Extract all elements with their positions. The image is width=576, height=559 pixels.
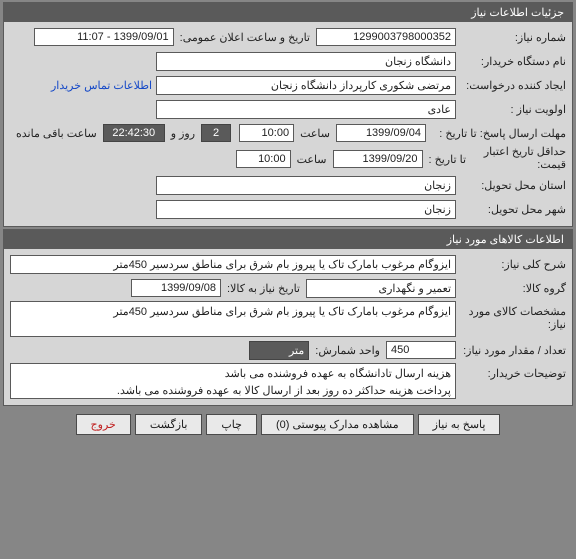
buyer-contact-link[interactable]: اطلاعات تماس خریدار	[47, 79, 156, 92]
days-label: روز و	[165, 127, 201, 140]
validity-time-label: ساعت	[291, 153, 333, 166]
need-date-field: 1399/09/08	[131, 279, 221, 297]
announce-label: تاریخ و ساعت اعلان عمومی:	[174, 31, 316, 44]
need-number-field: 1299003798000352	[316, 28, 456, 46]
deadline-label: مهلت ارسال پاسخ: تا تاریخ :	[426, 127, 566, 140]
validity-label: حداقل تاریخ اعتبار قیمت:	[466, 146, 566, 172]
priority-field: عادی	[156, 100, 456, 119]
need-date-label: تاریخ نیاز به کالا:	[221, 282, 306, 295]
need-number-label: شماره نیاز:	[456, 31, 566, 44]
remaining-label: ساعت باقی مانده	[10, 127, 103, 140]
exit-button[interactable]: خروج	[76, 414, 131, 435]
back-button[interactable]: بازگشت	[135, 414, 203, 435]
need-details-header: جزئیات اطلاعات نیاز	[4, 3, 572, 22]
province-field: زنجان	[156, 176, 456, 195]
creator-field: مرتضی شکوری کارپرداز دانشگاه زنجان	[156, 76, 456, 95]
view-attachments-button[interactable]: مشاهده مدارک پیوستی (0)	[261, 414, 414, 435]
goods-info-header: اطلاعات کالاهای مورد نیاز	[4, 230, 572, 249]
priority-label: اولویت نیاز :	[456, 103, 566, 116]
city-field: زنجان	[156, 200, 456, 219]
buyer-field: دانشگاه زنجان	[156, 52, 456, 71]
province-label: استان محل تحویل:	[456, 179, 566, 192]
group-label: گروه کالا:	[456, 282, 566, 295]
qty-label: تعداد / مقدار مورد نیاز:	[456, 344, 566, 357]
button-bar: پاسخ به نیاز مشاهده مدارک پیوستی (0) چاپ…	[0, 408, 576, 439]
creator-label: ایجاد کننده درخواست:	[456, 79, 566, 92]
unit-label: واحد شمارش:	[309, 344, 386, 357]
city-label: شهر محل تحویل:	[456, 203, 566, 216]
validity-time-field: 10:00	[236, 150, 291, 168]
deadline-time-field: 10:00	[239, 124, 294, 142]
unit-field: متر	[249, 341, 309, 360]
desc-label: شرح کلی نیاز:	[456, 258, 566, 271]
countdown-field: 22:42:30	[103, 124, 165, 142]
need-details-body: شماره نیاز: 1299003798000352 تاریخ و ساع…	[4, 22, 572, 226]
print-button[interactable]: چاپ	[206, 414, 257, 435]
spec-field	[10, 301, 456, 337]
notes-field	[10, 363, 456, 399]
goods-info-panel: اطلاعات کالاهای مورد نیاز شرح کلی نیاز: …	[3, 229, 573, 406]
deadline-time-label: ساعت	[294, 127, 336, 140]
qty-field: 450	[386, 341, 456, 359]
group-field: تعمیر و نگهداری	[306, 279, 456, 298]
buyer-label: نام دستگاه خریدار:	[456, 55, 566, 68]
goods-info-body: شرح کلی نیاز: ایزوگام مرغوب بامارک تاک ی…	[4, 249, 572, 405]
deadline-date-field: 1399/09/04	[336, 124, 426, 142]
notes-label: توضیحات خریدار:	[456, 363, 566, 380]
validity-until-label: تا تاریخ :	[423, 153, 466, 166]
days-remaining-field: 2	[201, 124, 231, 142]
announce-field: 1399/09/01 - 11:07	[34, 28, 174, 46]
desc-field: ایزوگام مرغوب بامارک تاک یا پیروز بام شر…	[10, 255, 456, 274]
validity-date-field: 1399/09/20	[333, 150, 423, 168]
respond-button[interactable]: پاسخ به نیاز	[418, 414, 501, 435]
spec-label: مشخصات کالای مورد نیاز:	[456, 301, 566, 331]
need-details-panel: جزئیات اطلاعات نیاز شماره نیاز: 12990037…	[3, 2, 573, 227]
